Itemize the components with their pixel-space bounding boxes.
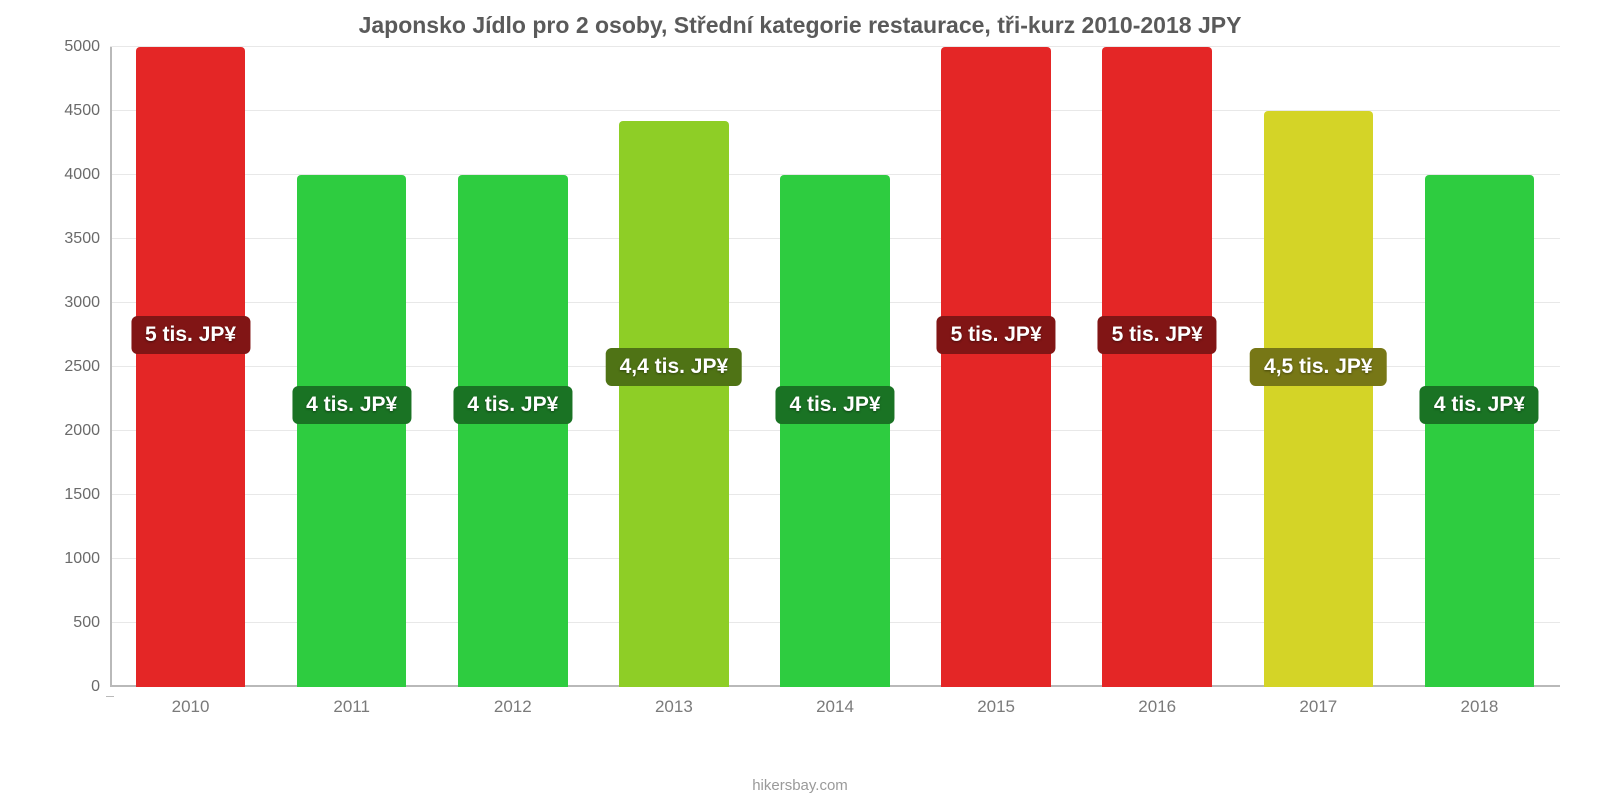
bar-value-label: 4 tis. JP¥ [1420, 386, 1539, 424]
bar-slot: 5 tis. JP¥ [916, 47, 1077, 687]
y-axis: 0500100015002000250030003500400045005000 [40, 47, 102, 687]
bar-value-label: 5 tis. JP¥ [131, 316, 250, 354]
x-label: 2010 [110, 689, 271, 727]
y-tick: 3000 [40, 294, 100, 312]
bars-area: 5 tis. JP¥4 tis. JP¥4 tis. JP¥4,4 tis. J… [110, 47, 1560, 687]
y-tick: 2500 [40, 358, 100, 376]
chart-title: Japonsko Jídlo pro 2 osoby, Střední kate… [40, 12, 1560, 39]
chart-container: Japonsko Jídlo pro 2 osoby, Střední kate… [0, 0, 1600, 800]
bar: 4 tis. JP¥ [297, 175, 407, 687]
bar-slot: 5 tis. JP¥ [110, 47, 271, 687]
x-label: 2012 [432, 689, 593, 727]
bar-value-label: 4,4 tis. JP¥ [606, 348, 743, 386]
x-label: 2011 [271, 689, 432, 727]
y-tick: 500 [40, 614, 100, 632]
bar-slot: 4,5 tis. JP¥ [1238, 47, 1399, 687]
x-labels: 201020112012201320142015201620172018 [110, 689, 1560, 727]
bar: 5 tis. JP¥ [941, 47, 1051, 687]
y-tick: 0 [40, 678, 100, 696]
y-tick: 5000 [40, 38, 100, 56]
x-label: 2013 [593, 689, 754, 727]
attribution: hikersbay.com [0, 777, 1600, 794]
bar: 4,4 tis. JP¥ [619, 121, 729, 687]
bar: 4 tis. JP¥ [780, 175, 890, 687]
bar: 4 tis. JP¥ [1425, 175, 1535, 687]
x-label: 2014 [754, 689, 915, 727]
bar-value-label: 4 tis. JP¥ [775, 386, 894, 424]
bar-slot: 4,4 tis. JP¥ [593, 47, 754, 687]
bar-slot: 4 tis. JP¥ [1399, 47, 1560, 687]
plot-area: 0500100015002000250030003500400045005000… [40, 47, 1560, 727]
bar-value-label: 5 tis. JP¥ [937, 316, 1056, 354]
bar: 4,5 tis. JP¥ [1264, 111, 1374, 687]
y-tick: 4000 [40, 166, 100, 184]
bar-slot: 4 tis. JP¥ [754, 47, 915, 687]
bar-value-label: 4 tis. JP¥ [292, 386, 411, 424]
bar-slot: 5 tis. JP¥ [1077, 47, 1238, 687]
x-label: 2017 [1238, 689, 1399, 727]
y-tick: 1500 [40, 486, 100, 504]
y-tick: 2000 [40, 422, 100, 440]
y-tick: 1000 [40, 550, 100, 568]
bar: 5 tis. JP¥ [136, 47, 246, 687]
bar: 4 tis. JP¥ [458, 175, 568, 687]
bar-value-label: 4,5 tis. JP¥ [1250, 348, 1387, 386]
bar-value-label: 5 tis. JP¥ [1098, 316, 1217, 354]
y-tick: 3500 [40, 230, 100, 248]
x-label: 2015 [916, 689, 1077, 727]
bar: 5 tis. JP¥ [1102, 47, 1212, 687]
x-label: 2018 [1399, 689, 1560, 727]
bar-slot: 4 tis. JP¥ [271, 47, 432, 687]
bar-slot: 4 tis. JP¥ [432, 47, 593, 687]
y-tick: 4500 [40, 102, 100, 120]
bar-value-label: 4 tis. JP¥ [453, 386, 572, 424]
x-label: 2016 [1077, 689, 1238, 727]
